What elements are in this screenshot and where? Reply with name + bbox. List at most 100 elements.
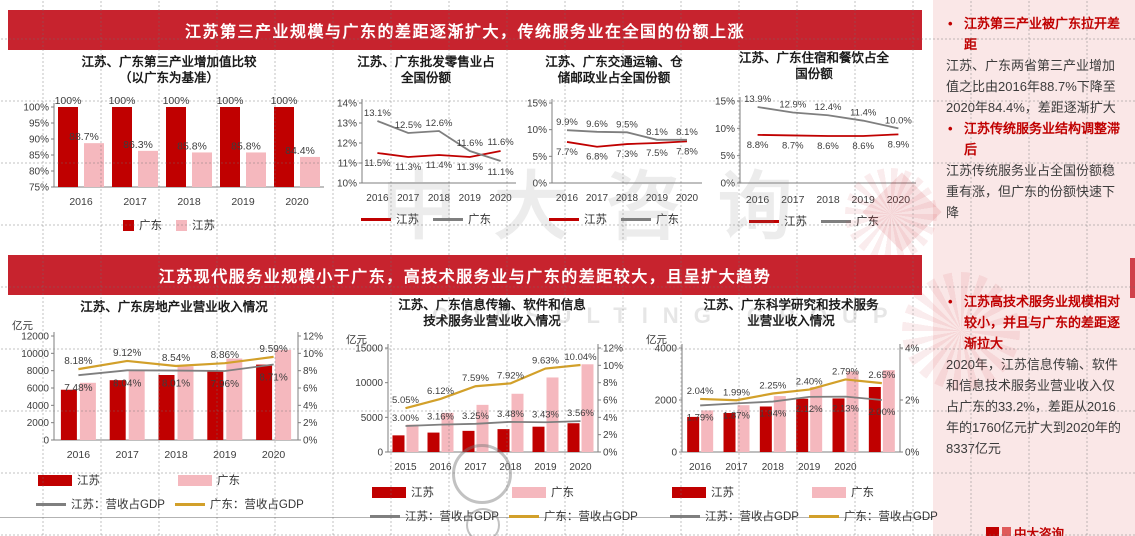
legend-swatch-icon: [821, 219, 851, 223]
svg-text:8.86%: 8.86%: [211, 350, 239, 361]
svg-text:2020: 2020: [676, 193, 699, 204]
legend-swatch-icon: [672, 486, 706, 498]
chart-plot: 0% 5% 10% 15% 2016 2017 2018 2019 2020 8.8% 8.7% 8.…: [706, 85, 922, 211]
legend-item: 江苏: [549, 211, 607, 227]
sidebar-top-commentary: 江苏第三产业被广东拉开差距 江苏、广东两省第三产业增加值之比由2016年88.7…: [946, 13, 1126, 223]
legend-label: 江苏: [711, 487, 734, 499]
chart-it-software-revenue: 江苏、广东信息传输、软件和信息 技术服务业营业收入情况 0 5000 10000 15…: [342, 297, 642, 524]
sidebar-bullet-title: 江苏高技术服务业规模相对较小，并且与广东的差距逐渐拉大: [946, 291, 1126, 354]
legend-item: 江苏：营收占GDP: [670, 508, 799, 524]
chart-legend: 江苏 广东江苏：营收占GDP 广东：营收占GDP: [642, 484, 940, 524]
svg-text:11.5%: 11.5%: [364, 158, 391, 169]
chart-legend-row: 广东 江苏: [8, 217, 330, 233]
svg-text:8.71%: 8.71%: [259, 373, 287, 384]
svg-text:9.6%: 9.6%: [586, 119, 608, 130]
legend-label: 广东: [468, 214, 491, 226]
legend-swatch-icon: [123, 219, 134, 231]
svg-text:85.8%: 85.8%: [177, 140, 207, 152]
chart-legend: 广东 江苏: [8, 217, 330, 233]
legend-label: 江苏: [411, 487, 434, 499]
svg-text:2017: 2017: [464, 462, 487, 473]
legend-item: 广东: [433, 211, 491, 227]
chart-legend-row: 江苏：营收占GDP 广东：营收占GDP: [670, 508, 940, 524]
svg-text:10%: 10%: [603, 361, 623, 372]
svg-text:2%: 2%: [905, 396, 920, 407]
svg-text:8.18%: 8.18%: [64, 356, 92, 367]
svg-text:2000: 2000: [655, 396, 678, 407]
svg-text:2000: 2000: [27, 418, 50, 429]
svg-text:11.3%: 11.3%: [457, 162, 484, 173]
legend-label: 广东：营收占GDP: [209, 499, 304, 511]
svg-text:2016: 2016: [67, 449, 91, 461]
svg-text:2020: 2020: [285, 196, 309, 208]
svg-text:2016: 2016: [366, 193, 389, 204]
chart-legend-row: 江苏 广东: [38, 472, 340, 488]
legend-swatch-icon: [812, 486, 846, 498]
legend-swatch-icon: [361, 217, 391, 221]
legend-item: 江苏：营收占GDP: [36, 496, 165, 512]
svg-text:2019: 2019: [213, 449, 237, 461]
svg-text:3.56%: 3.56%: [567, 408, 594, 419]
svg-text:2020: 2020: [887, 194, 911, 206]
svg-text:3.43%: 3.43%: [532, 409, 559, 420]
svg-text:2019: 2019: [646, 193, 669, 204]
svg-text:8.04%: 8.04%: [113, 378, 141, 389]
svg-text:4000: 4000: [27, 401, 50, 412]
svg-text:0%: 0%: [533, 179, 548, 190]
legend-label: 广东：营收占GDP: [543, 511, 638, 523]
svg-text:4%: 4%: [603, 413, 618, 424]
svg-text:0: 0: [671, 448, 677, 459]
svg-text:12%: 12%: [303, 332, 323, 343]
svg-text:10%: 10%: [527, 125, 547, 136]
svg-text:1.87%: 1.87%: [723, 410, 750, 421]
sidebar-bullet-title: 江苏传统服务业结构调整滞后: [946, 118, 1126, 160]
svg-text:亿元: 亿元: [646, 333, 667, 346]
svg-text:14%: 14%: [337, 99, 357, 110]
legend-swatch-icon: [670, 514, 700, 518]
legend-swatch-icon: [508, 514, 539, 518]
svg-text:8%: 8%: [303, 366, 318, 377]
legend-label: 江苏：营收占GDP: [71, 499, 165, 511]
legend-swatch-icon: [749, 219, 779, 223]
chart-legend-row: 江苏 广东: [520, 211, 708, 227]
legend-item: 广东: [812, 484, 874, 500]
svg-text:9.9%: 9.9%: [556, 117, 578, 128]
chart-plot: 0 2000 4000 6000 8000 10000 12000 0% 2% 4% 6% 8% 10%…: [8, 318, 340, 470]
legend-label: 广东: [139, 220, 162, 232]
svg-text:0%: 0%: [721, 179, 736, 190]
legend-label: 江苏：营收占GDP: [705, 511, 799, 523]
chart-canvas-real-estate-revenue: 0 2000 4000 6000 8000 10000 12000 0% 2% 4% 6% 8% 10%…: [12, 319, 323, 461]
chart-plot: 0 2000 4000 0% 2% 4% 亿元 2016 2017 2018 2019 2020 1.7…: [642, 332, 940, 482]
svg-text:2017: 2017: [123, 196, 147, 208]
legend-label: 广东: [217, 475, 240, 487]
svg-text:11.1%: 11.1%: [487, 167, 514, 178]
svg-text:9.5%: 9.5%: [616, 119, 638, 130]
svg-text:7.48%: 7.48%: [64, 383, 92, 394]
svg-text:2020: 2020: [834, 462, 857, 473]
chart-legend-row: 江苏 广东: [672, 484, 940, 500]
svg-text:5.05%: 5.05%: [392, 395, 419, 406]
chart-title: 江苏、广东批发零售业占 全国份额: [357, 55, 495, 85]
svg-text:15%: 15%: [715, 97, 735, 108]
svg-text:8.1%: 8.1%: [676, 127, 698, 138]
legend-swatch-icon: [512, 486, 546, 498]
svg-text:2016: 2016: [746, 194, 770, 206]
svg-text:2017: 2017: [781, 194, 805, 206]
chart-legend-row: 江苏 广东: [372, 484, 642, 500]
svg-text:2020: 2020: [489, 193, 512, 204]
legend-swatch-icon: [621, 217, 651, 221]
legend-item: 江苏: [749, 213, 807, 229]
chart-legend-row: 江苏 广东: [330, 211, 522, 227]
legend-item: 江苏：营收占GDP: [370, 508, 499, 524]
top-banner-title: 江苏第三产业规模与广东的差距逐渐扩大，传统服务业在全国的份额上涨: [184, 24, 745, 41]
chart-title: 江苏、广东信息传输、软件和信息 技术服务业营业收入情况: [398, 298, 586, 328]
svg-text:2018: 2018: [164, 449, 188, 461]
svg-text:5000: 5000: [361, 413, 384, 424]
logo-mark-icon: [986, 526, 999, 536]
svg-text:86.3%: 86.3%: [123, 139, 153, 151]
svg-text:100%: 100%: [23, 103, 49, 114]
svg-text:1.94%: 1.94%: [759, 409, 786, 420]
chart-legend-row: 江苏：营收占GDP 广东：营收占GDP: [370, 508, 642, 524]
legend-item: 江苏: [372, 484, 434, 500]
